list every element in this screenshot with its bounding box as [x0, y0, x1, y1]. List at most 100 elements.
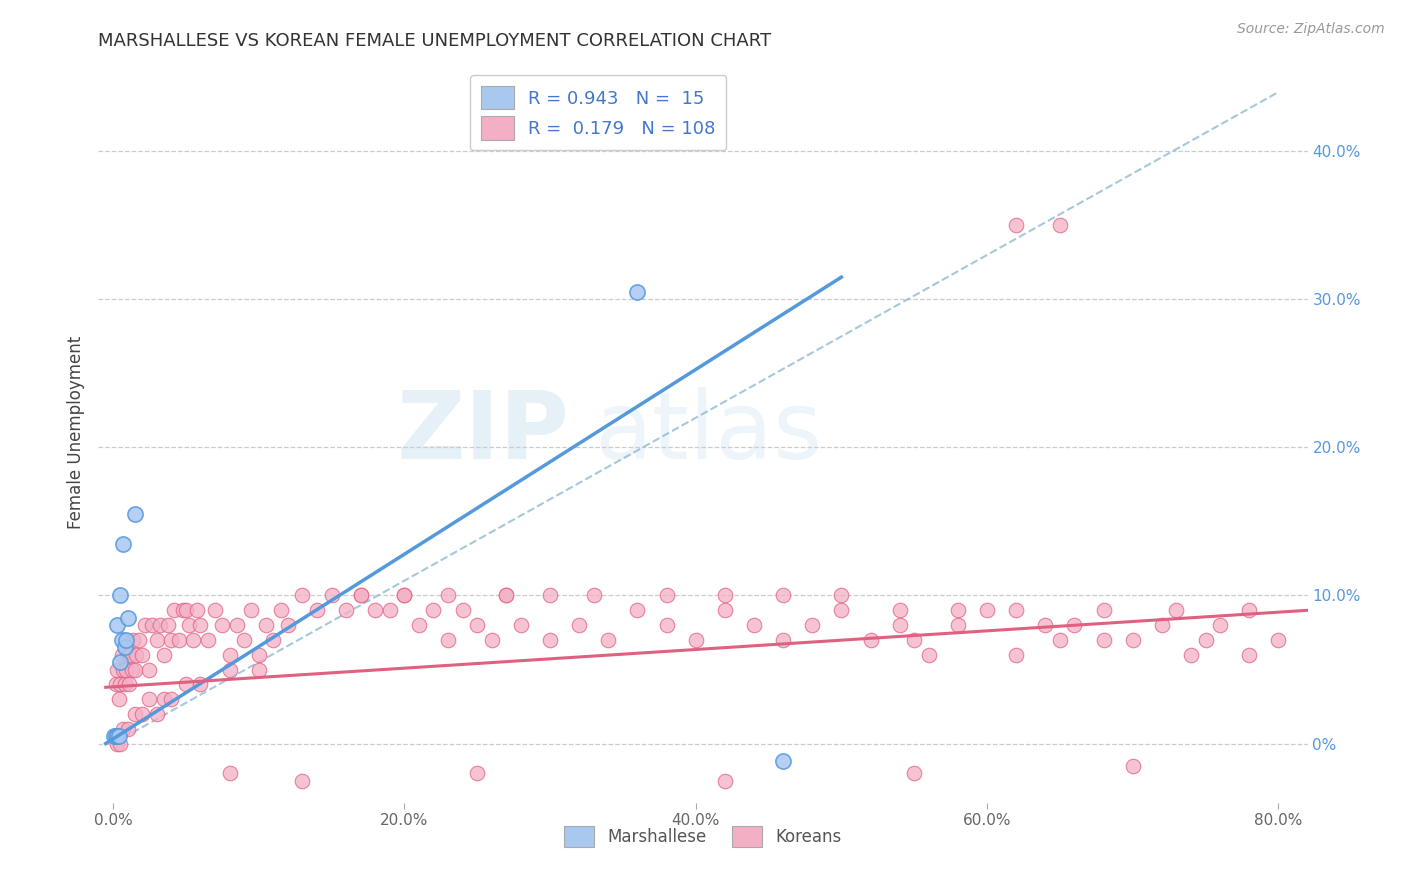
- Point: [772, 755, 794, 769]
- Point: [465, 618, 488, 632]
- Point: [145, 632, 167, 647]
- Point: [1063, 618, 1085, 632]
- Point: [1092, 603, 1115, 617]
- Point: [103, 729, 125, 743]
- Point: [335, 603, 357, 617]
- Point: [247, 663, 270, 677]
- Point: [149, 618, 172, 632]
- Point: [118, 677, 141, 691]
- Point: [124, 507, 146, 521]
- Point: [104, 677, 127, 691]
- Point: [167, 632, 190, 647]
- Point: [714, 603, 737, 617]
- Point: [422, 603, 444, 617]
- Point: [903, 766, 925, 780]
- Point: [830, 603, 852, 617]
- Point: [903, 632, 925, 647]
- Point: [465, 766, 488, 780]
- Point: [350, 589, 373, 603]
- Point: [394, 589, 416, 603]
- Point: [121, 663, 143, 677]
- Point: [1092, 632, 1115, 647]
- Text: Source: ZipAtlas.com: Source: ZipAtlas.com: [1237, 22, 1385, 37]
- Point: [138, 692, 160, 706]
- Point: [1005, 648, 1028, 662]
- Point: [141, 618, 163, 632]
- Point: [685, 632, 707, 647]
- Text: atlas: atlas: [595, 386, 823, 479]
- Point: [105, 663, 128, 677]
- Point: [117, 648, 139, 662]
- Point: [218, 648, 240, 662]
- Point: [495, 589, 517, 603]
- Point: [538, 632, 561, 647]
- Point: [655, 618, 678, 632]
- Point: [117, 610, 139, 624]
- Point: [626, 603, 648, 617]
- Point: [582, 589, 605, 603]
- Point: [181, 632, 204, 647]
- Point: [859, 632, 882, 647]
- Point: [211, 618, 233, 632]
- Point: [394, 589, 416, 603]
- Point: [240, 603, 263, 617]
- Point: [1166, 603, 1188, 617]
- Point: [976, 603, 998, 617]
- Point: [115, 663, 138, 677]
- Point: [225, 618, 247, 632]
- Point: [110, 655, 132, 669]
- Point: [1033, 618, 1056, 632]
- Point: [163, 603, 186, 617]
- Point: [190, 618, 212, 632]
- Point: [364, 603, 387, 617]
- Point: [110, 737, 132, 751]
- Point: [378, 603, 401, 617]
- Point: [134, 618, 156, 632]
- Point: [321, 589, 343, 603]
- Point: [145, 706, 167, 721]
- Point: [598, 632, 620, 647]
- Point: [247, 648, 270, 662]
- Point: [1122, 632, 1144, 647]
- Point: [110, 589, 132, 603]
- Point: [233, 632, 256, 647]
- Point: [105, 737, 128, 751]
- Point: [138, 663, 160, 677]
- Point: [122, 632, 145, 647]
- Point: [1180, 648, 1202, 662]
- Point: [1194, 632, 1216, 647]
- Point: [1267, 632, 1289, 647]
- Point: [830, 589, 852, 603]
- Point: [174, 677, 197, 691]
- Point: [157, 618, 180, 632]
- Point: [742, 618, 765, 632]
- Point: [1049, 632, 1071, 647]
- Point: [437, 632, 460, 647]
- Point: [538, 589, 561, 603]
- Point: [177, 618, 200, 632]
- Point: [128, 632, 150, 647]
- Point: [772, 632, 794, 647]
- Point: [1005, 603, 1028, 617]
- Point: [153, 692, 176, 706]
- Point: [111, 632, 134, 647]
- Point: [218, 766, 240, 780]
- Point: [655, 589, 678, 603]
- Point: [1049, 219, 1071, 233]
- Point: [190, 677, 212, 691]
- Point: [124, 663, 146, 677]
- Point: [801, 618, 824, 632]
- Point: [495, 589, 517, 603]
- Point: [1239, 648, 1261, 662]
- Point: [204, 603, 226, 617]
- Point: [114, 640, 136, 655]
- Point: [291, 773, 314, 788]
- Point: [946, 603, 969, 617]
- Point: [1239, 603, 1261, 617]
- Point: [104, 729, 127, 743]
- Point: [125, 648, 148, 662]
- Point: [262, 632, 284, 647]
- Point: [1150, 618, 1173, 632]
- Text: MARSHALLESE VS KOREAN FEMALE UNEMPLOYMENT CORRELATION CHART: MARSHALLESE VS KOREAN FEMALE UNEMPLOYMEN…: [98, 32, 772, 50]
- Point: [626, 285, 648, 299]
